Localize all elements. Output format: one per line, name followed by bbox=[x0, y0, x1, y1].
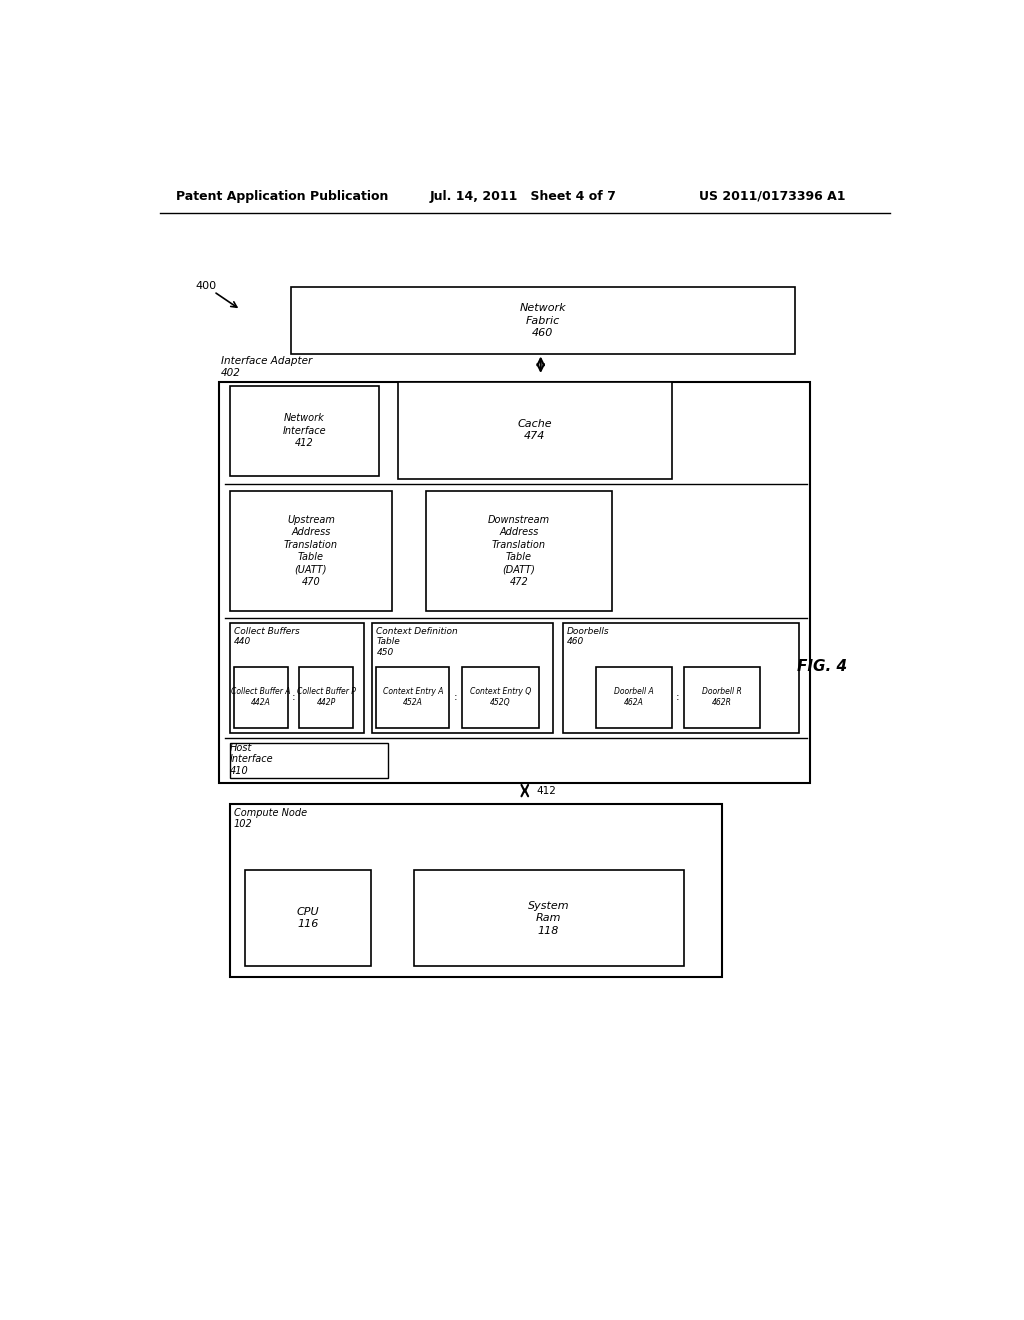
Text: Host
Interface
410: Host Interface 410 bbox=[229, 743, 273, 776]
FancyBboxPatch shape bbox=[229, 385, 379, 475]
Text: Compute Node
102: Compute Node 102 bbox=[233, 808, 306, 829]
Text: Cache
474: Cache 474 bbox=[517, 418, 552, 441]
FancyBboxPatch shape bbox=[219, 381, 811, 784]
Text: Upstream
Address
Translation
Table
(UATT)
470: Upstream Address Translation Table (UATT… bbox=[284, 515, 338, 586]
FancyBboxPatch shape bbox=[563, 623, 800, 733]
FancyBboxPatch shape bbox=[596, 667, 672, 727]
FancyBboxPatch shape bbox=[426, 491, 612, 611]
Text: Doorbell A
462A: Doorbell A 462A bbox=[614, 686, 653, 708]
FancyBboxPatch shape bbox=[414, 870, 684, 966]
Text: :: : bbox=[676, 692, 680, 702]
FancyBboxPatch shape bbox=[684, 667, 760, 727]
FancyBboxPatch shape bbox=[229, 491, 392, 611]
Text: Context Entry A
452A: Context Entry A 452A bbox=[383, 686, 443, 708]
FancyBboxPatch shape bbox=[229, 804, 722, 977]
Text: Collect Buffer P
442P: Collect Buffer P 442P bbox=[297, 686, 355, 708]
FancyBboxPatch shape bbox=[397, 381, 672, 479]
Text: Context Entry Q
452Q: Context Entry Q 452Q bbox=[470, 686, 531, 708]
Text: Network
Fabric
460: Network Fabric 460 bbox=[519, 304, 566, 338]
Text: System
Ram
118: System Ram 118 bbox=[527, 900, 569, 936]
FancyBboxPatch shape bbox=[246, 870, 371, 966]
Text: Jul. 14, 2011   Sheet 4 of 7: Jul. 14, 2011 Sheet 4 of 7 bbox=[430, 190, 616, 202]
Text: CPU
116: CPU 116 bbox=[297, 907, 319, 929]
Text: Interface Adapter
402: Interface Adapter 402 bbox=[221, 356, 312, 378]
Text: Doorbell R
462R: Doorbell R 462R bbox=[702, 686, 741, 708]
Text: Patent Application Publication: Patent Application Publication bbox=[176, 190, 388, 202]
Text: Network
Interface
412: Network Interface 412 bbox=[283, 413, 326, 449]
FancyBboxPatch shape bbox=[291, 288, 795, 354]
Text: 412: 412 bbox=[537, 785, 557, 796]
Text: Downstream
Address
Translation
Table
(DATT)
472: Downstream Address Translation Table (DA… bbox=[487, 515, 550, 586]
FancyBboxPatch shape bbox=[373, 623, 553, 733]
FancyBboxPatch shape bbox=[233, 667, 288, 727]
Text: Doorbells
460: Doorbells 460 bbox=[567, 627, 609, 647]
FancyBboxPatch shape bbox=[229, 743, 388, 779]
Text: FIG. 4: FIG. 4 bbox=[798, 659, 848, 675]
Text: Collect Buffer A
442A: Collect Buffer A 442A bbox=[230, 686, 290, 708]
FancyBboxPatch shape bbox=[299, 667, 353, 727]
FancyBboxPatch shape bbox=[377, 667, 450, 727]
FancyBboxPatch shape bbox=[229, 623, 365, 733]
Text: Collect Buffers
440: Collect Buffers 440 bbox=[233, 627, 299, 647]
Text: :: : bbox=[454, 692, 458, 702]
Text: :: : bbox=[291, 692, 295, 702]
Text: US 2011/0173396 A1: US 2011/0173396 A1 bbox=[699, 190, 846, 202]
Text: Context Definition
Table
450: Context Definition Table 450 bbox=[377, 627, 458, 657]
Text: 400: 400 bbox=[196, 281, 216, 292]
FancyBboxPatch shape bbox=[462, 667, 539, 727]
